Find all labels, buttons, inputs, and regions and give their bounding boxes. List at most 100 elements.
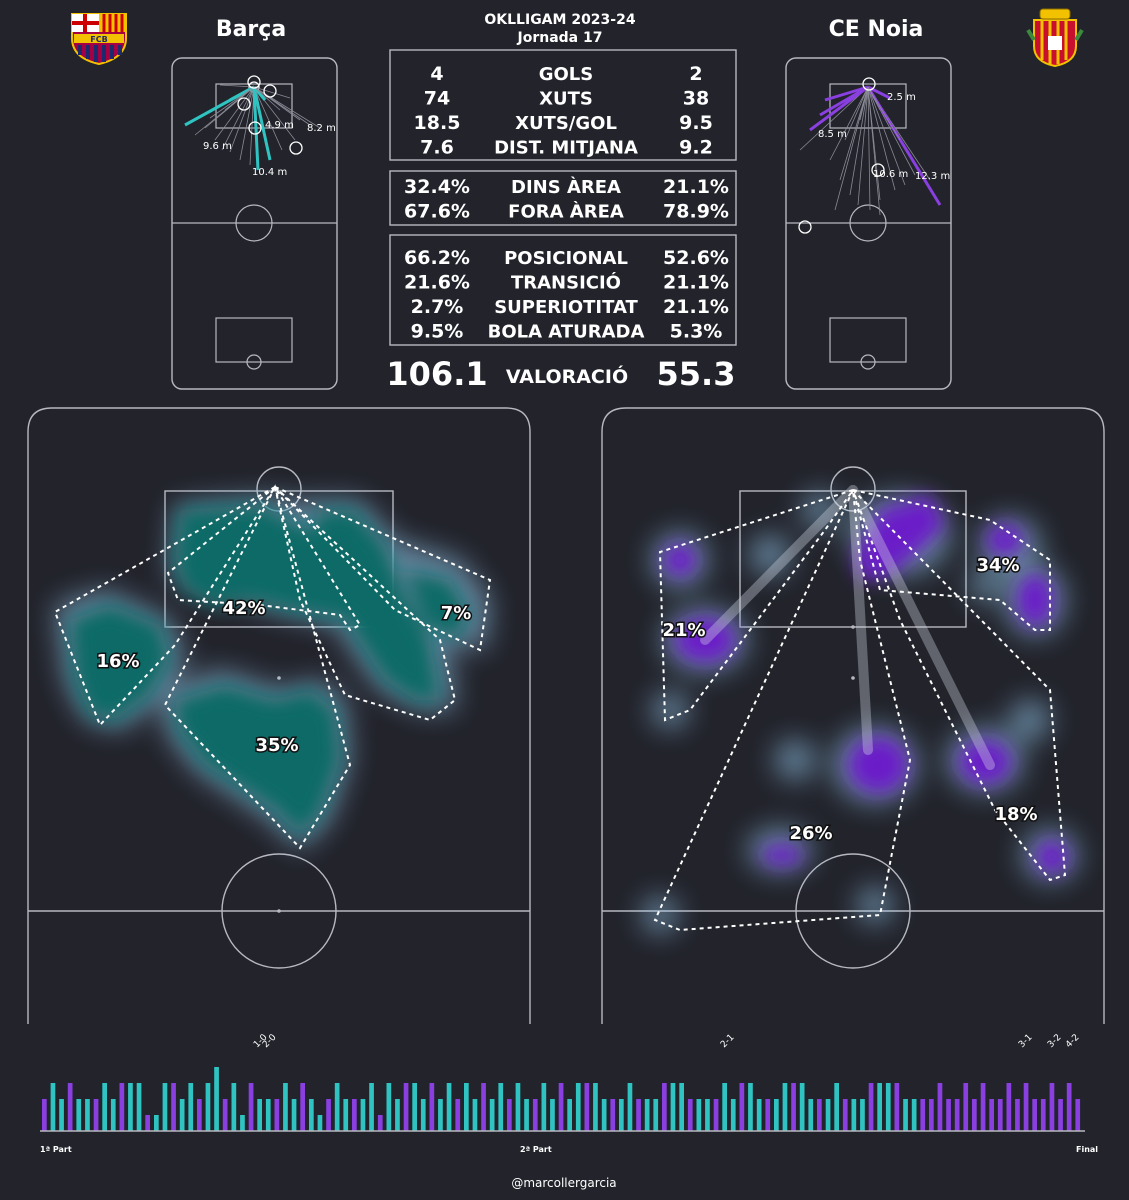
timeline-bar-home: [705, 1099, 710, 1131]
shot-ray: [221, 86, 255, 151]
timeline-bar-home: [240, 1115, 245, 1131]
timeline-bar-away: [248, 1083, 254, 1131]
timeline-bar-home: [877, 1083, 882, 1131]
shot-ray: [252, 86, 260, 171]
home-zone-left: [53, 486, 276, 727]
away-shot-map: 21% 34% 26% 18%: [601, 407, 1105, 1024]
stat-block3-1-label: TRANSICIÓ: [511, 272, 621, 294]
away-zone-right-top: [851, 488, 1051, 631]
timeline-bar-home: [412, 1083, 417, 1131]
timeline-bar-home: [627, 1083, 633, 1131]
away-zone-pct-right-bottom: 18%: [994, 804, 1037, 825]
stat-block3-3-home: 9.5%: [411, 321, 464, 343]
timeline-bar-away: [300, 1083, 305, 1131]
stat-block1-0-away: 2: [689, 63, 702, 85]
timeline-bar-home: [446, 1083, 452, 1131]
timeline-bar-away: [584, 1083, 590, 1131]
home-goal-dist-1: 4.9 m: [265, 120, 294, 131]
timeline-bar-away: [1015, 1099, 1020, 1131]
home-crest: FCB: [71, 13, 127, 66]
timeline-bar-home: [214, 1067, 219, 1131]
timeline-bar-home: [334, 1083, 340, 1131]
timeline-bar-home: [386, 1083, 392, 1131]
credit-handle: @marcollergarcia: [511, 1176, 616, 1190]
timeline-bar-home: [619, 1099, 624, 1131]
timeline-bar-away: [868, 1083, 874, 1131]
timeline-bar-home: [808, 1099, 814, 1131]
timeline-bar-away: [507, 1099, 512, 1131]
timeline-bar-home: [136, 1083, 142, 1131]
home-shot-map: 42% 16% 35% 7%: [27, 407, 531, 1024]
timeline-bar-home: [860, 1099, 865, 1131]
away-zone-left: [658, 488, 856, 722]
timeline-bar-away: [377, 1115, 383, 1131]
timeline-bar-away: [93, 1099, 99, 1131]
shot-ray: [867, 86, 896, 191]
timeline-bar-away: [326, 1099, 331, 1131]
home-goal-dist-4: 10.4 m: [252, 167, 287, 178]
timeline-bar-home: [472, 1099, 478, 1131]
timeline-bar-home: [541, 1083, 547, 1131]
score-label-6: 4-2: [1064, 1033, 1081, 1050]
stat-block1-2-away: 9.5: [679, 112, 713, 134]
score-label-4: 3-1: [1017, 1033, 1034, 1050]
timeline-bar-away: [765, 1099, 771, 1131]
shot-ray: [849, 86, 869, 196]
shot-ray: [839, 86, 869, 181]
home-crest-text: FCB: [90, 35, 107, 44]
timeline-bar-away: [791, 1083, 796, 1131]
timeline-bar-home: [601, 1099, 607, 1131]
timeline-bar-away: [972, 1099, 977, 1131]
timeline-bar-home: [885, 1083, 891, 1131]
timeline-bar-away: [946, 1099, 951, 1131]
stat-block3-3-label: BOLA ATURADA: [488, 322, 645, 343]
stat-block1-2-label: XUTS/GOL: [515, 113, 617, 134]
shot-ray: [799, 86, 869, 151]
timeline-bar-home: [550, 1099, 555, 1131]
timeline-bar-away: [817, 1099, 822, 1131]
timeline-bar-home: [730, 1099, 736, 1131]
home-zone-right: [274, 486, 492, 652]
timeline-bar-home: [179, 1099, 185, 1131]
timeline-bar-home: [102, 1083, 107, 1131]
timeline-bar-home: [653, 1099, 659, 1131]
away-zone-pct-bottom: 26%: [789, 823, 832, 844]
stat-block1-3-away: 9.2: [679, 137, 713, 159]
shot-ray: [252, 86, 267, 101]
stat-block2-0-label: DINS ÀREA: [511, 176, 621, 198]
shot-ray: [209, 86, 255, 119]
timeline-bar-home: [748, 1083, 753, 1131]
stat-block1-1-home: 74: [424, 88, 450, 110]
stat-block1-2-home: 18.5: [414, 112, 461, 134]
shot-ray: [219, 84, 255, 88]
away-zone-bottom: [653, 486, 912, 932]
timeline-bar-away: [929, 1099, 934, 1131]
shot-ray: [819, 85, 869, 117]
stat-block3-0-home: 66.2%: [404, 247, 470, 269]
home-zone-pct-bottom: 35%: [255, 735, 298, 756]
timeline-bar-home: [489, 1099, 495, 1131]
stat-block3-2-label: SUPERIOTITAT: [494, 297, 638, 318]
timeline-bar-away: [1049, 1083, 1055, 1131]
timeline-bar-away: [662, 1083, 667, 1131]
home-team-name: Barça: [216, 17, 286, 42]
timeline-label-final: Final: [1076, 1145, 1098, 1154]
timeline-label-second: 2ª Part: [520, 1145, 552, 1154]
timeline-bar-home: [110, 1099, 116, 1131]
home-goal-dist-3: 9.6 m: [203, 141, 232, 152]
timeline-bar-home: [205, 1083, 211, 1131]
shot-ray: [867, 86, 881, 216]
timeline-bar-home: [420, 1099, 426, 1131]
timeline-bar-away: [989, 1099, 994, 1131]
timeline-bar-home: [59, 1099, 64, 1131]
timeline-bar-home: [644, 1099, 650, 1131]
stat-block3-1-home: 21.6%: [404, 272, 470, 294]
timeline-bar-away: [455, 1099, 461, 1131]
timeline-bar-home: [515, 1083, 521, 1131]
timeline-bar-away: [1032, 1099, 1037, 1131]
home-goal-dist-2: 8.2 m: [307, 123, 336, 134]
stat-block2-1-home: 67.6%: [404, 201, 470, 223]
timeline-bar-home: [774, 1099, 779, 1131]
timeline-bar-home: [679, 1083, 684, 1131]
